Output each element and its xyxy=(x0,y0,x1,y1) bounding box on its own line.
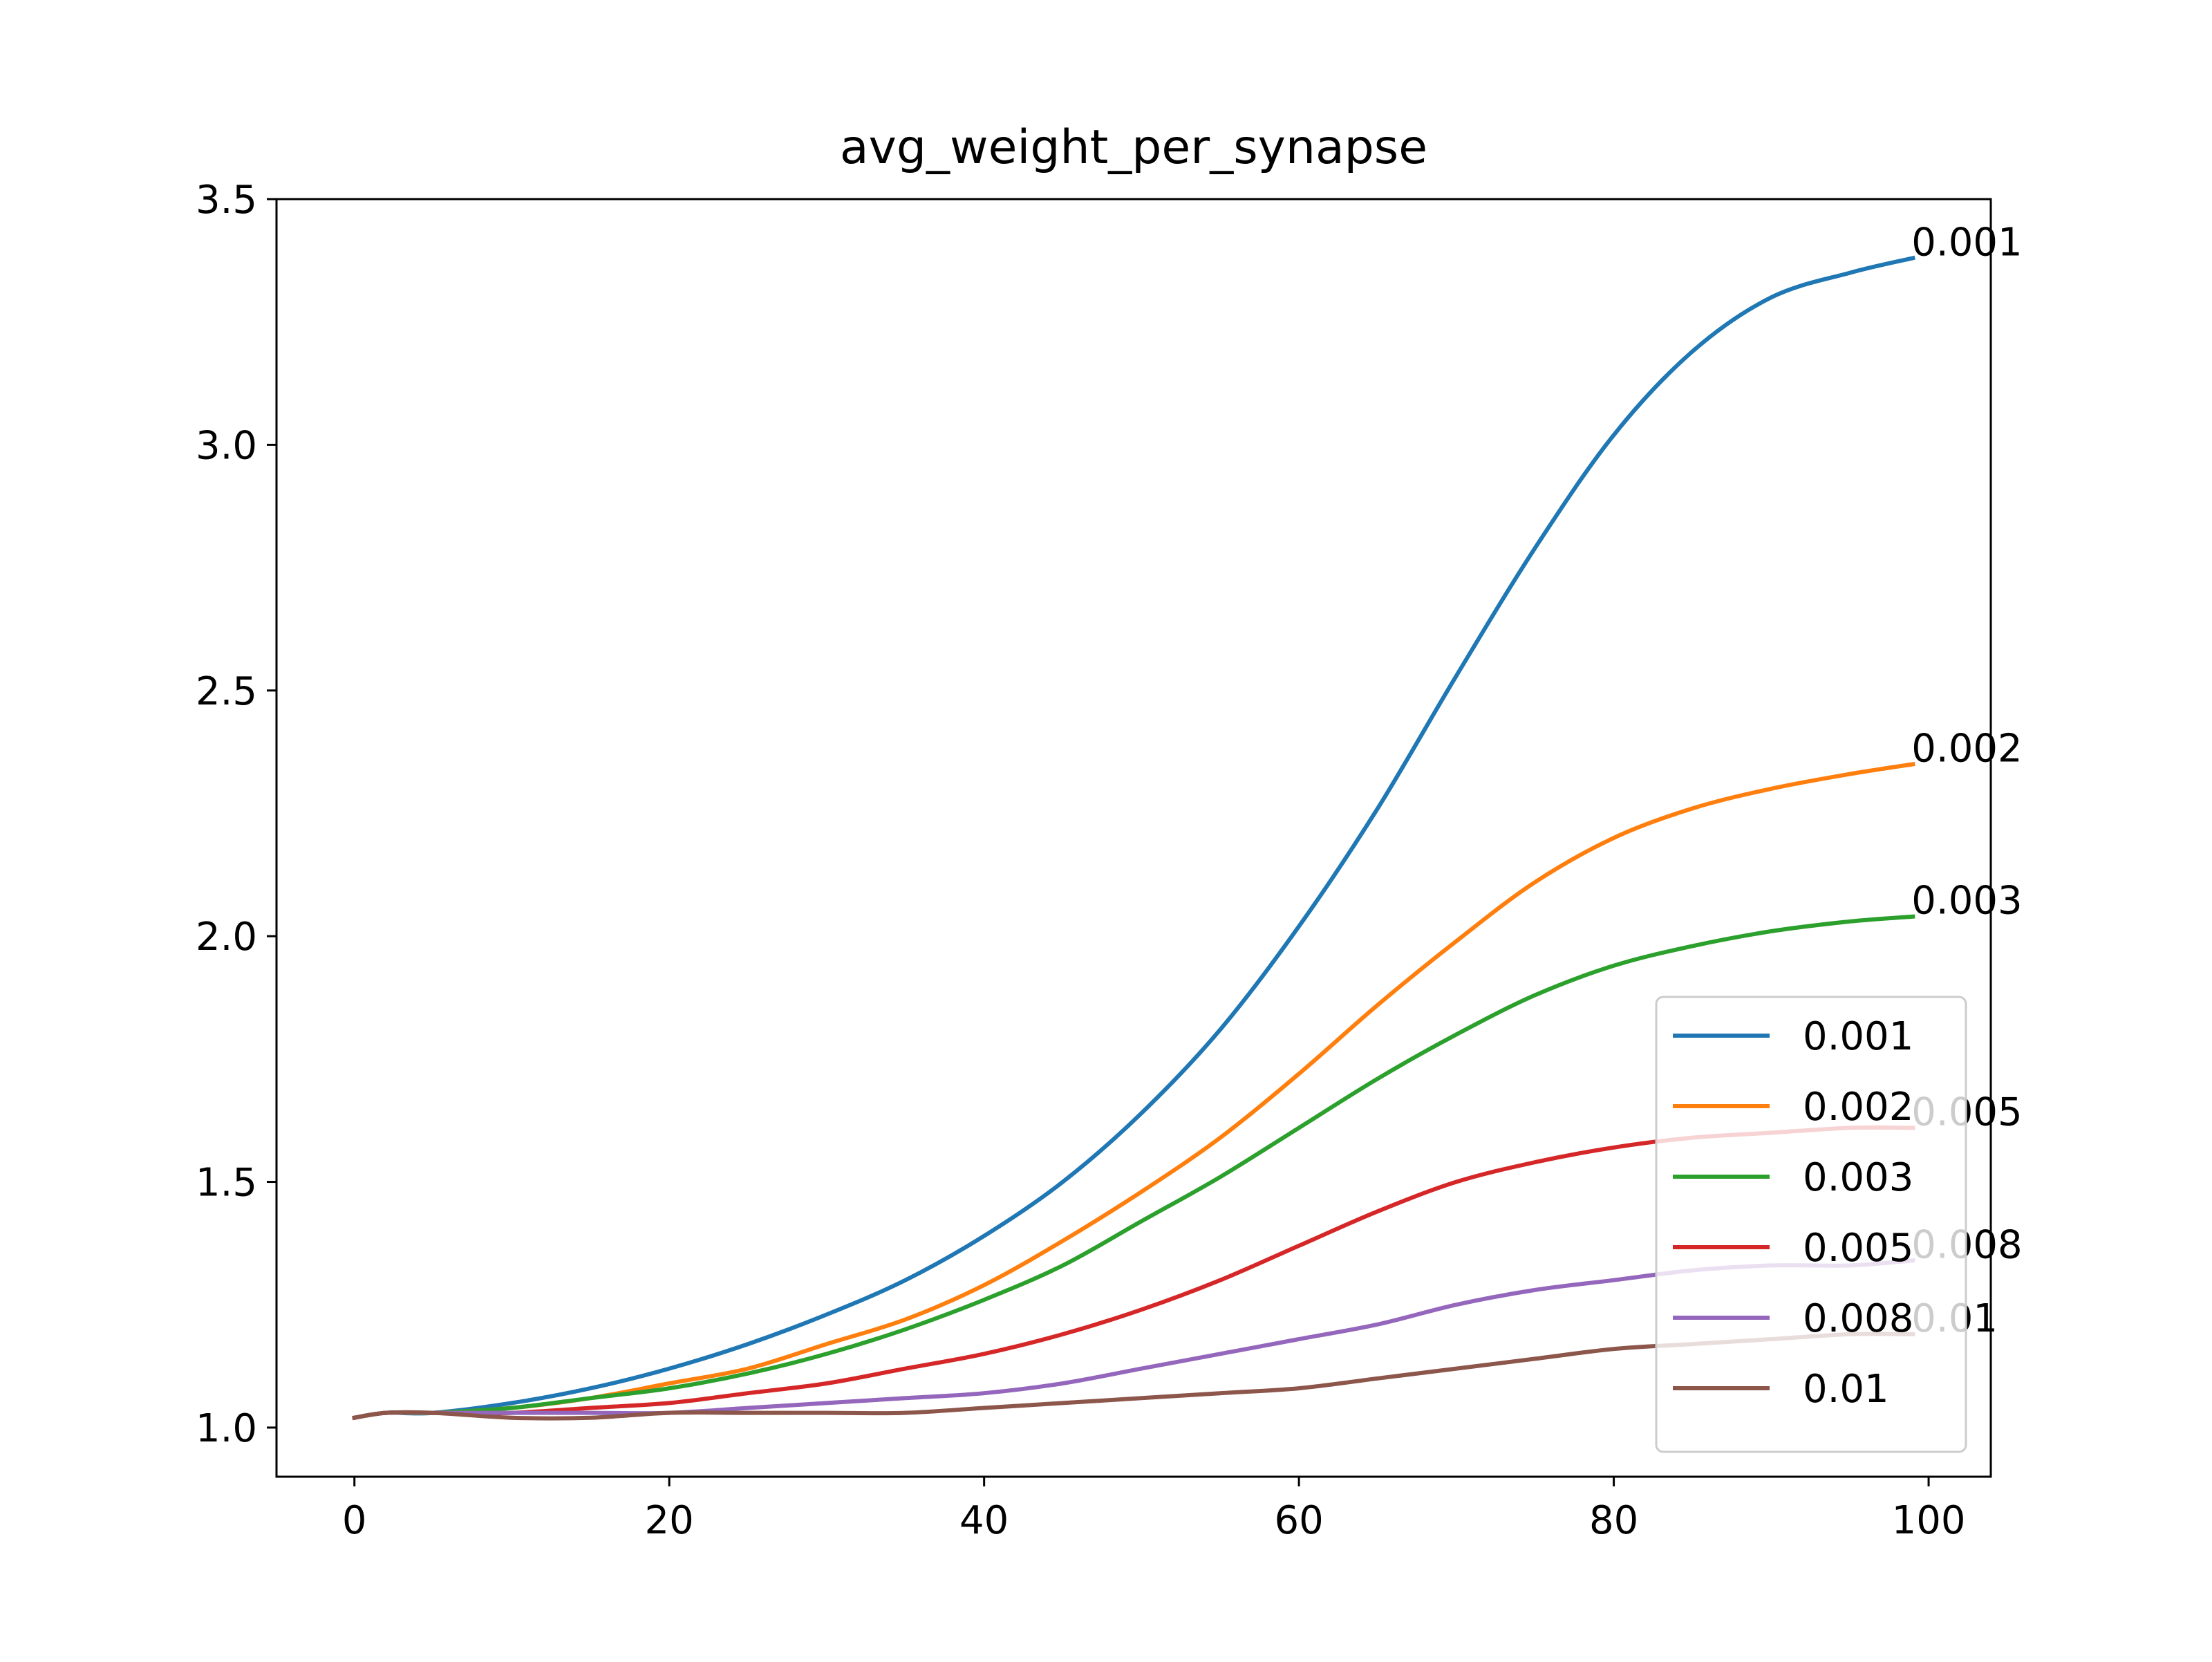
chart-title: avg_weight_per_synapse xyxy=(840,120,1427,175)
x-tick-label: 40 xyxy=(959,1498,1009,1543)
legend-label-0.002: 0.002 xyxy=(1803,1085,1913,1130)
axes-frame xyxy=(275,198,1992,1478)
series-line-0.001 xyxy=(352,255,1915,1421)
x-tick-label: 0 xyxy=(342,1498,367,1543)
x-tick-label: 60 xyxy=(1274,1498,1323,1543)
series-line-0.005 xyxy=(352,1125,1915,1421)
legend-label-0.01: 0.01 xyxy=(1803,1367,1889,1412)
y-tick-label: 2.5 xyxy=(196,669,257,714)
y-axis: 1.0 1.5 2.0 2.5 3.0 3.5 xyxy=(196,178,276,1451)
end-label-0.003: 0.003 xyxy=(1911,879,2022,924)
series-line-0.008 xyxy=(352,1258,1915,1421)
legend-label-0.001: 0.001 xyxy=(1803,1014,1913,1059)
series-lines xyxy=(352,255,1915,1421)
x-tick-label: 80 xyxy=(1589,1498,1638,1543)
series-line-0.01 xyxy=(352,1332,1915,1421)
x-tick-label: 100 xyxy=(1892,1498,1966,1543)
legend-box xyxy=(1655,996,1967,1453)
y-tick-label: 3.5 xyxy=(196,178,257,223)
x-axis: 0 20 40 60 80 100 xyxy=(342,1477,1966,1543)
legend-label-0.008: 0.008 xyxy=(1803,1296,1913,1341)
end-label-0.001: 0.001 xyxy=(1911,220,2022,265)
series-line-0.003 xyxy=(352,914,1915,1421)
legend: 0.001 0.002 0.003 0.005 0.008 0.01 xyxy=(1655,996,1967,1453)
y-tick-label: 1.0 xyxy=(196,1406,257,1451)
legend-label-0.005: 0.005 xyxy=(1803,1226,1913,1271)
x-tick-label: 20 xyxy=(645,1498,694,1543)
end-label-0.002: 0.002 xyxy=(1911,726,2022,771)
y-tick-label: 3.0 xyxy=(196,423,257,468)
y-tick-label: 1.5 xyxy=(196,1161,257,1206)
legend-label-0.003: 0.003 xyxy=(1803,1155,1913,1200)
y-tick-label: 2.0 xyxy=(196,915,257,960)
